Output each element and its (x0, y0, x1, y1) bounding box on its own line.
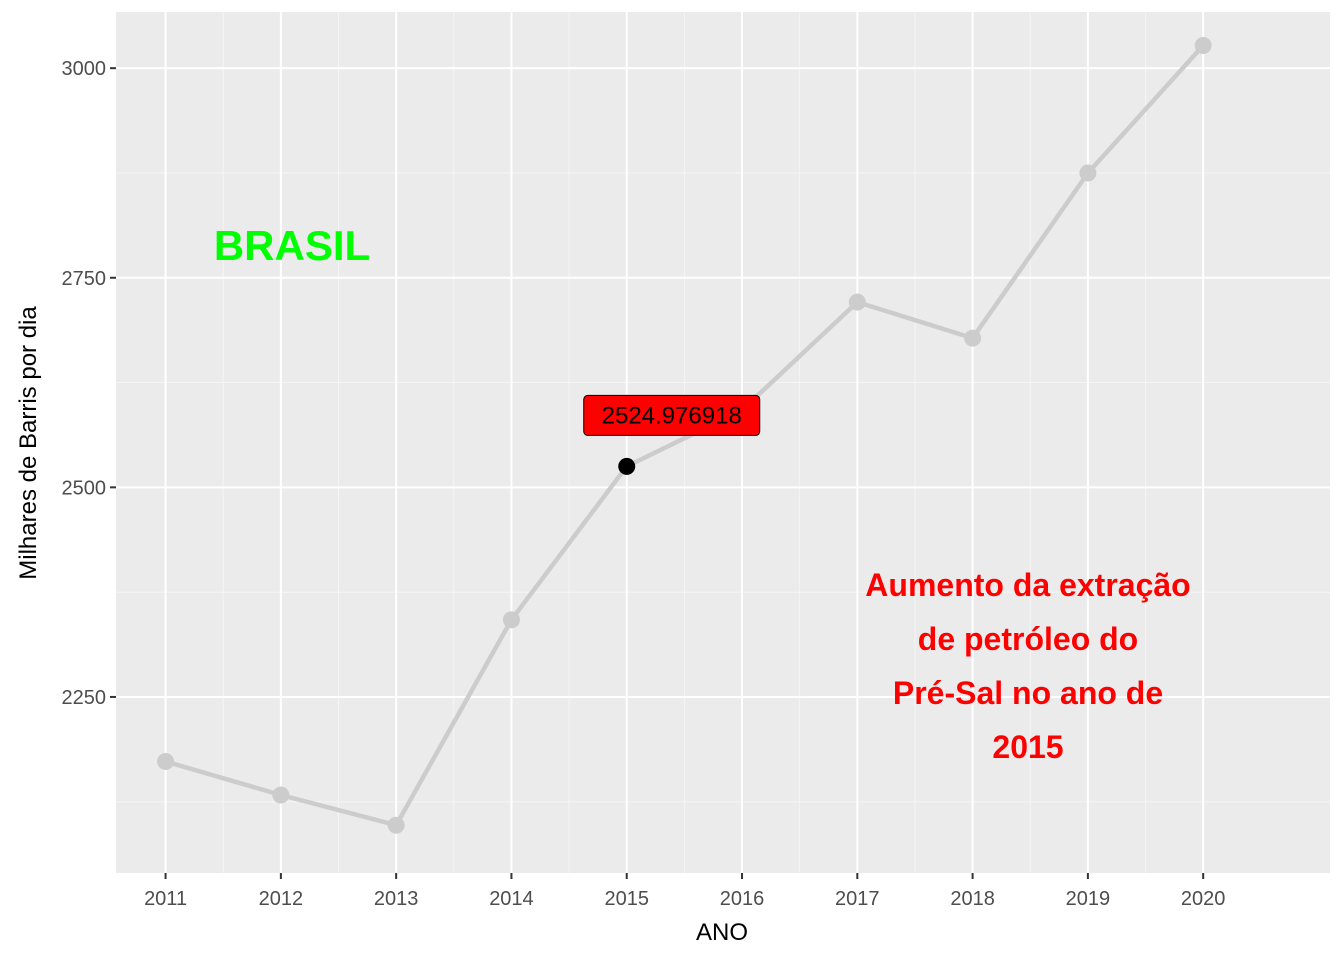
y-tick-label: 2500 (62, 477, 107, 499)
series-line (164, 43, 1205, 828)
annotation-presal-line: 2015 (992, 729, 1063, 765)
x-tick-label: 2017 (835, 888, 880, 910)
y-axis-ticks: 2250 2500 2750 3000 (62, 58, 116, 709)
data-point (964, 329, 982, 347)
x-tick-label: 2014 (489, 888, 534, 910)
x-tick-label: 2012 (259, 888, 304, 910)
series-line-group (164, 43, 1205, 828)
highlight-label-box (583, 394, 761, 436)
data-point (1079, 164, 1097, 182)
annotation-brasil: BRASIL (214, 222, 370, 269)
x-axis-ticks: 2011 2012 2013 2014 2015 2016 2017 2018 2019 2020 (144, 873, 1225, 910)
x-tick-label: 2011 (144, 888, 187, 910)
annotation-presal-line: Aumento da extração (865, 567, 1190, 603)
data-point (1194, 37, 1212, 55)
highlight-label-text: 2524.976918 (602, 402, 742, 429)
x-tick-label: 2013 (374, 888, 419, 910)
plot-panel (116, 12, 1330, 873)
x-tick-label: 2015 (604, 888, 649, 910)
major-gridlines (116, 12, 1330, 873)
minor-gridlines (116, 12, 1330, 873)
x-tick-label: 2016 (720, 888, 765, 910)
data-point (387, 816, 405, 834)
annotation-presal-line: Pré-Sal no ano de (893, 675, 1163, 711)
y-tick-label: 3000 (62, 58, 107, 80)
annotation-presal-line: de petróleo do (918, 621, 1138, 657)
x-tick-label: 2020 (1181, 888, 1226, 910)
highlight-group: 2524.976918 (583, 394, 761, 475)
x-tick-label: 2019 (1066, 888, 1111, 910)
data-point (157, 752, 175, 770)
data-point (502, 611, 520, 629)
data-point (272, 786, 290, 804)
highlight-point (618, 457, 636, 475)
y-tick-label: 2750 (62, 268, 107, 290)
x-tick-label: 2018 (950, 888, 995, 910)
data-point (848, 293, 866, 311)
y-tick-label: 2250 (62, 687, 107, 709)
y-axis-title: Milhares de Barris por dia (15, 306, 42, 580)
x-axis-title: ANO (696, 919, 748, 946)
annotations: BRASIL Aumento da extração de petróleo do P… (214, 222, 1191, 765)
